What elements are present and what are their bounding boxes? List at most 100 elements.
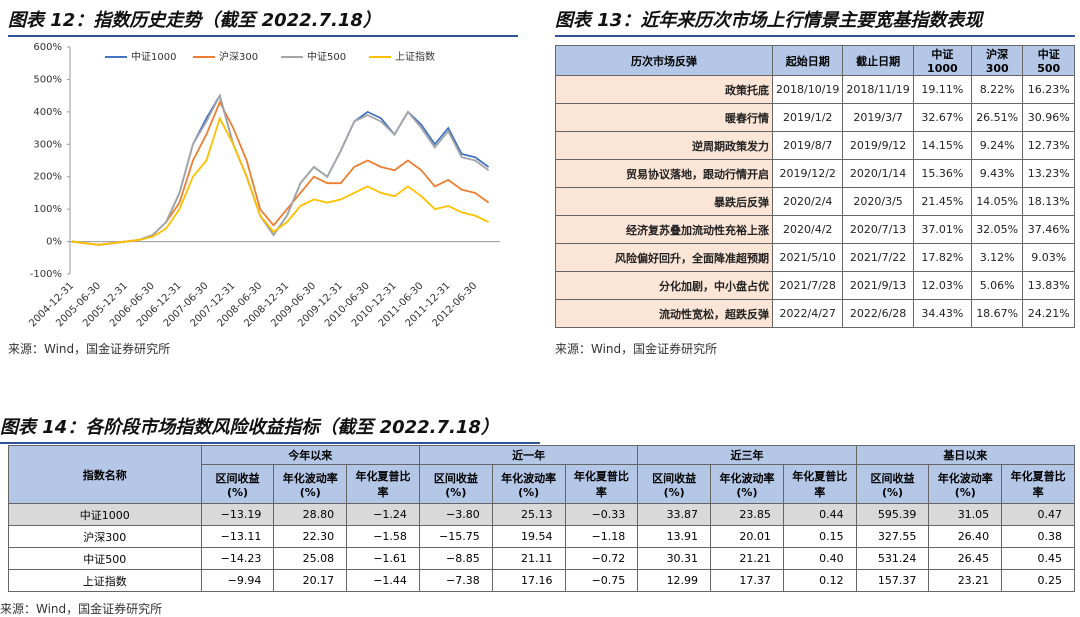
chart: -100%0%100%200%300%400%500%600%2004-12-3… [27, 42, 500, 329]
header-cell: 年化波动率 (%) [273, 464, 348, 504]
cell: 22.30 [273, 525, 348, 548]
cell: 0.25 [1001, 569, 1075, 592]
header-cell: 年化夏普比率 [1001, 464, 1075, 504]
cell: 0.44 [782, 503, 857, 526]
cell: −15.75 [418, 525, 493, 548]
cell: 32.67% [912, 103, 972, 132]
y-tick-label: 600% [33, 42, 62, 53]
cell: 2021/5/10 [771, 243, 844, 272]
header-cell: 年化夏普比率 [346, 464, 420, 504]
cell: 12.73% [1022, 131, 1075, 160]
header-cell: 中证1000 [912, 45, 972, 76]
cell: 分化加剧，中小盘占优 [555, 271, 773, 300]
header-cell: 近三年 [637, 445, 857, 465]
legend-label: 沪深300 [219, 50, 258, 63]
cell: 18.13% [1022, 187, 1075, 216]
cell: 2019/1/2 [771, 103, 844, 132]
cell: 2020/2/4 [771, 187, 844, 216]
cell: 20.17 [273, 569, 348, 592]
cell: 18.67% [970, 299, 1024, 328]
cell: 2022/6/28 [842, 299, 914, 328]
cell: 9.03% [1022, 243, 1075, 272]
cell: 28.80 [273, 503, 348, 526]
cell: 25.08 [273, 547, 348, 570]
cell: 19.11% [912, 75, 972, 104]
header-cell: 起始日期 [771, 45, 844, 76]
cell: 2020/4/2 [771, 215, 844, 244]
header-cell: 中证500 [1022, 45, 1075, 76]
source: 来源：Wind，国金证券研究所 [0, 602, 163, 616]
cell: 中证500 [8, 547, 202, 570]
y-tick-label: 500% [33, 74, 62, 85]
cell: 26.40 [928, 525, 1003, 548]
cell: 13.91 [637, 525, 712, 548]
table: 历次市场反弹 起始日期 截止日期 中证1000 沪深300 中证500 政策托底 2018/1… [555, 45, 1075, 328]
figure-title: 图表 14：各阶段市场指数风险收益指标（截至 2022.7.18） [0, 413, 540, 444]
cell: 24.21% [1022, 299, 1075, 328]
series-line [71, 93, 490, 246]
y-tick-label: 300% [33, 139, 62, 150]
header-cell: 截止日期 [842, 45, 914, 76]
header-cell: 近一年 [418, 445, 639, 465]
cell: 37.01% [912, 215, 972, 244]
cell: 2020/3/5 [842, 187, 914, 216]
cell: 13.83% [1022, 271, 1075, 300]
cell: 暴跌后反弹 [555, 187, 773, 216]
row: 区间收益 (%) 年化波动率 (%) 年化夏普比率 区间收益 (%) 年化波动率 (%)… [9, 464, 1075, 504]
cell: −3.80 [418, 503, 493, 526]
row: 中证500 −14.23 25.08 −1.61 −8.85 21.11 −0.72 30.3… [8, 547, 1075, 570]
header-cell: 沪深300 [970, 45, 1024, 76]
series-line [71, 93, 490, 246]
figure-title: 图表 13：近年来历次市场上行情景主要宽基指数表现 [555, 6, 1075, 37]
cell: 34.43% [912, 299, 972, 328]
row: 上证指数 −9.94 20.17 −1.44 −7.38 17.16 −0.75 12.99 1… [8, 569, 1075, 592]
source: 来源：Wind，国金证券研究所 [555, 342, 718, 356]
cell: −13.19 [200, 503, 275, 526]
cell: 12.03% [912, 271, 972, 300]
header-cell: 指数名称 [8, 445, 202, 504]
legend-label: 中证500 [307, 50, 346, 63]
cell: 31.05 [928, 503, 1003, 526]
cell: 2020/7/13 [842, 215, 914, 244]
cell: 政策托底 [555, 75, 773, 104]
header-cell: 区间收益 (%) [200, 464, 275, 504]
cell: 0.45 [1001, 547, 1075, 570]
cell: 0.40 [782, 547, 857, 570]
row: 流动性宽松，超跌反弹 2022/4/27 2022/6/28 34.43% 18.67%… [555, 299, 1075, 328]
cell: 30.31 [637, 547, 712, 570]
y-tick-label: -100% [30, 269, 62, 280]
row: 历次市场反弹 起始日期 截止日期 中证1000 沪深300 中证500 [555, 45, 1075, 76]
header-cell: 年化波动率 (%) [710, 464, 784, 504]
cell: −1.61 [346, 547, 420, 570]
cell: 2022/4/27 [771, 299, 844, 328]
header-cell: 历次市场反弹 [555, 45, 773, 76]
cell: 2021/7/22 [842, 243, 914, 272]
cell: 沪深300 [8, 525, 202, 548]
cell: 8.22% [970, 75, 1024, 104]
cell: 上证指数 [8, 569, 202, 592]
cell: 26.45 [928, 547, 1003, 570]
cell: −1.58 [346, 525, 420, 548]
cell: 中证1000 [8, 503, 202, 526]
cell: −1.44 [346, 569, 420, 592]
row: 中证1000 −13.19 28.80 −1.24 −3.80 25.13 −0.33 33.… [8, 503, 1075, 526]
header-cell: 年化波动率 (%) [928, 464, 1003, 504]
cell: −0.72 [564, 547, 639, 570]
cell: 贸易协议落地，跟动行情开启 [555, 159, 773, 188]
row: 沪深300 −13.11 22.30 −1.58 −15.75 19.54 −1.18 13.… [8, 525, 1075, 548]
cell: 0.12 [782, 569, 857, 592]
cell: −9.94 [200, 569, 275, 592]
cell: −8.85 [418, 547, 493, 570]
cell: 13.23% [1022, 159, 1075, 188]
cell: 23.21 [928, 569, 1003, 592]
cell: 32.05% [970, 215, 1024, 244]
cell: 17.37 [710, 569, 784, 592]
series-line [71, 116, 489, 246]
cell: 26.51% [970, 103, 1024, 132]
cell: 33.87 [637, 503, 712, 526]
cell: 9.24% [970, 131, 1024, 160]
cell: 21.21 [710, 547, 784, 570]
cell: 14.15% [912, 131, 972, 160]
header-cell: 年化夏普比率 [564, 464, 639, 504]
cell: 20.01 [710, 525, 784, 548]
